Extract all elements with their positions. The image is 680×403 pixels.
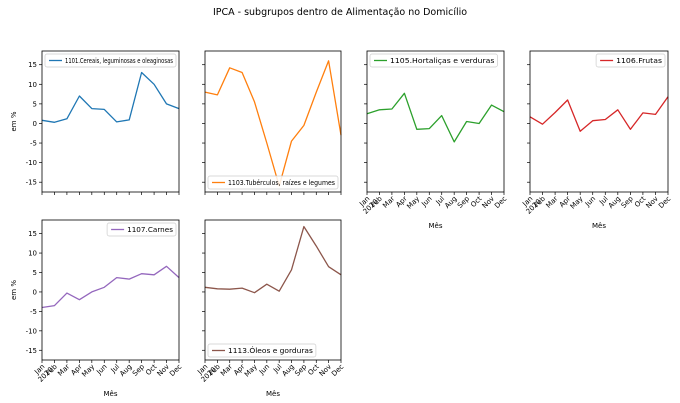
x-tick-label: May	[569, 195, 585, 211]
legend-label: 1106.Frutas	[616, 57, 662, 65]
y-tick-label: 0	[33, 120, 37, 128]
x-tick-label: Dec	[657, 195, 672, 210]
x-tick-label: Feb	[533, 194, 548, 209]
x-tick-label: Sep	[131, 362, 146, 377]
y-tick-label: 5	[33, 100, 37, 108]
y-tick-label: -10	[26, 159, 37, 167]
y-tick-label: 0	[33, 288, 37, 296]
y-tick-label: -15	[26, 179, 37, 187]
y-tick-label: -5	[30, 308, 37, 316]
legend-label: 1113.Óleos e gorduras	[228, 346, 313, 355]
legend: 1105.Hortaliças e verduras	[369, 53, 498, 68]
x-tick-label: Aug	[443, 195, 458, 210]
legend-box	[595, 53, 666, 68]
legend: 1107.Carnes	[106, 222, 177, 237]
x-tick-label: Dec	[168, 363, 183, 378]
x-tick-label: Feb	[369, 194, 384, 209]
y-tick-label: 10	[28, 250, 37, 258]
series-line	[529, 96, 669, 132]
x-tick-label: Nov	[156, 363, 171, 378]
x-tick-label: Feb	[44, 362, 59, 377]
y-tick-label: 15	[28, 230, 37, 238]
x-tick-label: May	[405, 195, 421, 211]
legend: 1101.Cereais, leguminosas e oleaginosas	[44, 53, 177, 68]
axes-frame	[204, 219, 342, 361]
x-tick-label: Mar	[219, 363, 234, 378]
x-tick-label: Sep	[620, 194, 635, 209]
series-line	[366, 92, 505, 143]
y-tick-label: 15	[28, 61, 37, 69]
x-tick-label: Jan2020	[194, 360, 218, 384]
axes-frame	[41, 219, 180, 361]
x-tick-label: Dec	[493, 195, 508, 210]
legend-label: 1105.Hortaliças e verduras	[390, 57, 495, 65]
legend-label: 1101.Cereais, leguminosas e oleaginosas	[65, 57, 173, 65]
subplot-2: 1103.Tubérculos, raízes e legumes	[202, 50, 342, 195]
y-tick-label: 5	[33, 269, 37, 277]
x-tick-label: Mar	[381, 195, 396, 210]
series-line	[204, 60, 342, 187]
y-tick-label: -15	[26, 347, 37, 355]
y-tick-label: 10	[28, 81, 37, 89]
x-tick-label: May	[243, 363, 259, 379]
axes-frame	[529, 50, 669, 193]
axes-frame	[366, 50, 505, 193]
x-tick-label: Aug	[118, 363, 133, 378]
legend-box	[44, 53, 177, 68]
x-tick-label: Oct	[306, 363, 320, 377]
series-line	[41, 265, 180, 309]
x-tick-label: Jun	[257, 363, 271, 377]
y-axis-label: em %	[10, 280, 18, 300]
y-tick-label: -10	[26, 327, 37, 335]
x-axis-label: Mês	[266, 390, 280, 398]
legend: 1113.Óleos e gorduras	[207, 343, 317, 358]
x-axis-label: Mês	[104, 390, 118, 398]
x-tick-label: Mar	[545, 195, 560, 210]
legend-label: 1103.Tubérculos, raízes e legumes	[228, 179, 335, 187]
x-tick-label: Nov	[481, 195, 496, 210]
x-tick-label: Dec	[330, 363, 345, 378]
y-axis-label: em %	[10, 111, 18, 131]
axes-frame	[41, 50, 180, 193]
legend-box	[106, 222, 177, 237]
x-tick-label: Jun	[420, 195, 434, 209]
subplot-1: -15 -10 -5 0 5 10 15 em % 1101.Cereais, legumino…	[10, 50, 180, 195]
legend-box	[207, 343, 317, 358]
x-tick-label: Oct	[633, 195, 647, 209]
x-tick-label: Nov	[645, 195, 660, 210]
legend: 1106.Frutas	[595, 53, 666, 68]
legend: 1103.Tubérculos, raízes e legumes	[207, 175, 339, 190]
y-tick-label: -5	[30, 140, 37, 148]
x-tick-label: Jun	[583, 195, 597, 209]
series-line	[41, 71, 180, 123]
x-tick-label: May	[80, 363, 96, 379]
x-tick-label: Sep	[456, 194, 471, 209]
figure-title: IPCA - subgrupos dentro de Alimentação n…	[213, 7, 467, 18]
x-axis-label: Mês	[592, 222, 606, 230]
legend-box	[207, 175, 339, 190]
series-line	[204, 225, 342, 294]
x-tick-label: Mar	[56, 363, 71, 378]
axes-frame	[204, 50, 342, 193]
x-tick-label: Oct	[469, 195, 483, 209]
x-tick-label: Aug	[607, 195, 622, 210]
x-tick-label: Feb	[207, 362, 222, 377]
legend-box	[369, 53, 498, 68]
x-tick-label: Jun	[95, 363, 109, 377]
legend-label: 1107.Carnes	[127, 226, 173, 234]
x-tick-label: Oct	[144, 363, 158, 377]
x-axis-label: Mês	[429, 222, 443, 230]
